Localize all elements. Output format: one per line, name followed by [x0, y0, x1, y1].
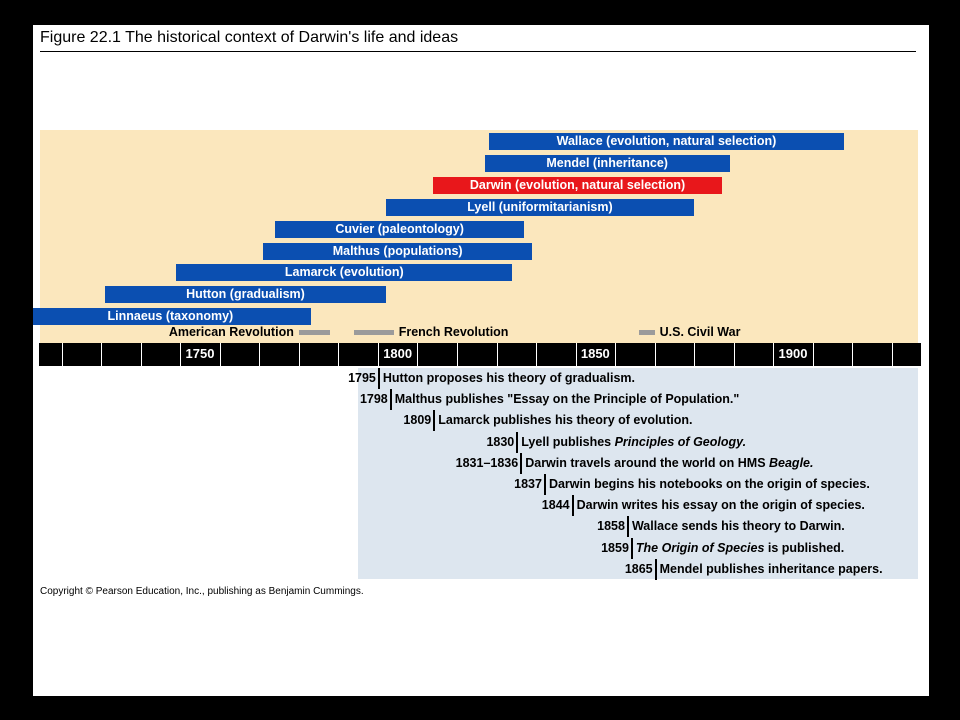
event-description: Lyell publishes Principles of Geology. [521, 432, 746, 452]
figure-title: Figure 22.1 The historical context of Da… [40, 29, 459, 46]
lifespan-bar-malthus: Malthus (populations) [263, 242, 533, 260]
event-text-part: Darwin travels around the world on HMS [525, 455, 769, 470]
lifespan-bar-mendel: Mendel (inheritance) [484, 154, 730, 172]
event-marker-line [654, 558, 657, 580]
revolution-label: American Revolution [168, 325, 294, 339]
axis-tick [694, 343, 696, 366]
event-marker-line [516, 431, 519, 453]
axis-tick [417, 343, 419, 366]
event-description: Malthus publishes "Essay on the Principl… [394, 392, 740, 407]
event-text-italic: Beagle. [769, 455, 814, 470]
axis-tick [496, 343, 498, 366]
event-marker-line [543, 474, 546, 495]
event-marker-line [571, 495, 574, 517]
revolution-bar [638, 330, 655, 335]
event-marker-line [377, 368, 380, 389]
lifespan-bar-darwin: Darwin (evolution, natural selection) [433, 176, 722, 194]
axis-tick [180, 343, 182, 366]
event-year: 1844 [541, 498, 570, 513]
axis-tick [654, 343, 656, 366]
event-marker-line [433, 410, 436, 432]
axis-tick [812, 343, 814, 366]
event-marker-line [389, 389, 392, 411]
revolution-bar [298, 330, 331, 335]
event-text-part: Lyell publishes [521, 434, 615, 449]
event-year: 1859 [601, 540, 629, 555]
timeline-axis: 1750 1800 1850 1900 [39, 343, 921, 366]
event-year: 1865 [624, 561, 653, 576]
event-description: The Origin of Species is published. [636, 538, 844, 558]
axis-tick [773, 343, 775, 366]
event-year: 1798 [359, 392, 388, 407]
event-description: Darwin travels around the world on HMS B… [525, 453, 813, 473]
revolution-label: French Revolution [398, 325, 509, 339]
lifespan-bar-linnaeus: Linnaeus (taxonomy) [33, 308, 311, 326]
axis-tick [575, 343, 577, 366]
axis-tick [219, 343, 221, 366]
axis-tick [733, 343, 735, 366]
event-description: Darwin begins his notebooks on the origi… [548, 477, 870, 491]
revolution-bar [354, 330, 394, 335]
axis-tick [298, 343, 300, 366]
axis-tick [456, 343, 458, 366]
axis-tick [852, 343, 854, 366]
axis-tick [377, 343, 379, 366]
slide: Figure 22.1 The historical context of Da… [33, 25, 929, 696]
axis-tick [338, 343, 340, 366]
lifespan-bar-lyell: Lyell (uniformitarianism) [385, 198, 695, 216]
lifespan-bar-hutton: Hutton (gradualism) [105, 286, 386, 304]
event-description: Mendel publishes inheritance papers. [659, 561, 883, 576]
event-year: 1831–1836 [455, 455, 519, 470]
event-year: 1858 [597, 519, 625, 534]
event-description: Darwin writes his essay on the origin of… [576, 498, 865, 513]
event-text-part: is published. [764, 540, 845, 555]
event-marker-line [520, 452, 523, 474]
event-year: 1837 [514, 477, 542, 491]
event-description: Lamarck publishes his theory of evolutio… [438, 413, 693, 428]
lifespan-bar-wallace: Wallace (evolution, natural selection) [488, 133, 845, 150]
event-marker-line [630, 537, 633, 559]
axis-tick [615, 343, 617, 366]
revolution-label: U.S. Civil War [659, 325, 741, 339]
axis-label-1750: 1750 [185, 346, 215, 361]
event-text-italic: The Origin of Species [635, 540, 765, 555]
lifespan-bar-cuvier: Cuvier (paleontology) [275, 220, 525, 238]
event-description: Hutton proposes his theory of gradualism… [382, 371, 635, 385]
axis-label-1850: 1850 [580, 346, 610, 361]
axis-tick [61, 343, 63, 366]
event-text-italic: Principles of Geology. [614, 434, 747, 449]
axis-label-1800: 1800 [383, 346, 413, 361]
axis-tick [891, 343, 893, 366]
events-panel [358, 368, 918, 579]
event-description: Wallace sends his theory to Darwin. [631, 519, 845, 534]
event-marker-line [626, 516, 629, 538]
event-year: 1809 [403, 413, 432, 428]
event-year: 1830 [486, 434, 515, 449]
lifespan-bar-lamarck: Lamarck (evolution) [176, 264, 513, 282]
axis-tick [101, 343, 103, 366]
axis-tick [140, 343, 142, 366]
event-year: 1795 [348, 371, 376, 385]
axis-tick [259, 343, 261, 366]
copyright-notice: Copyright © Pearson Education, Inc., pub… [40, 586, 364, 597]
axis-label-1900: 1900 [778, 346, 808, 361]
axis-tick [536, 343, 538, 366]
title-divider [40, 51, 916, 52]
